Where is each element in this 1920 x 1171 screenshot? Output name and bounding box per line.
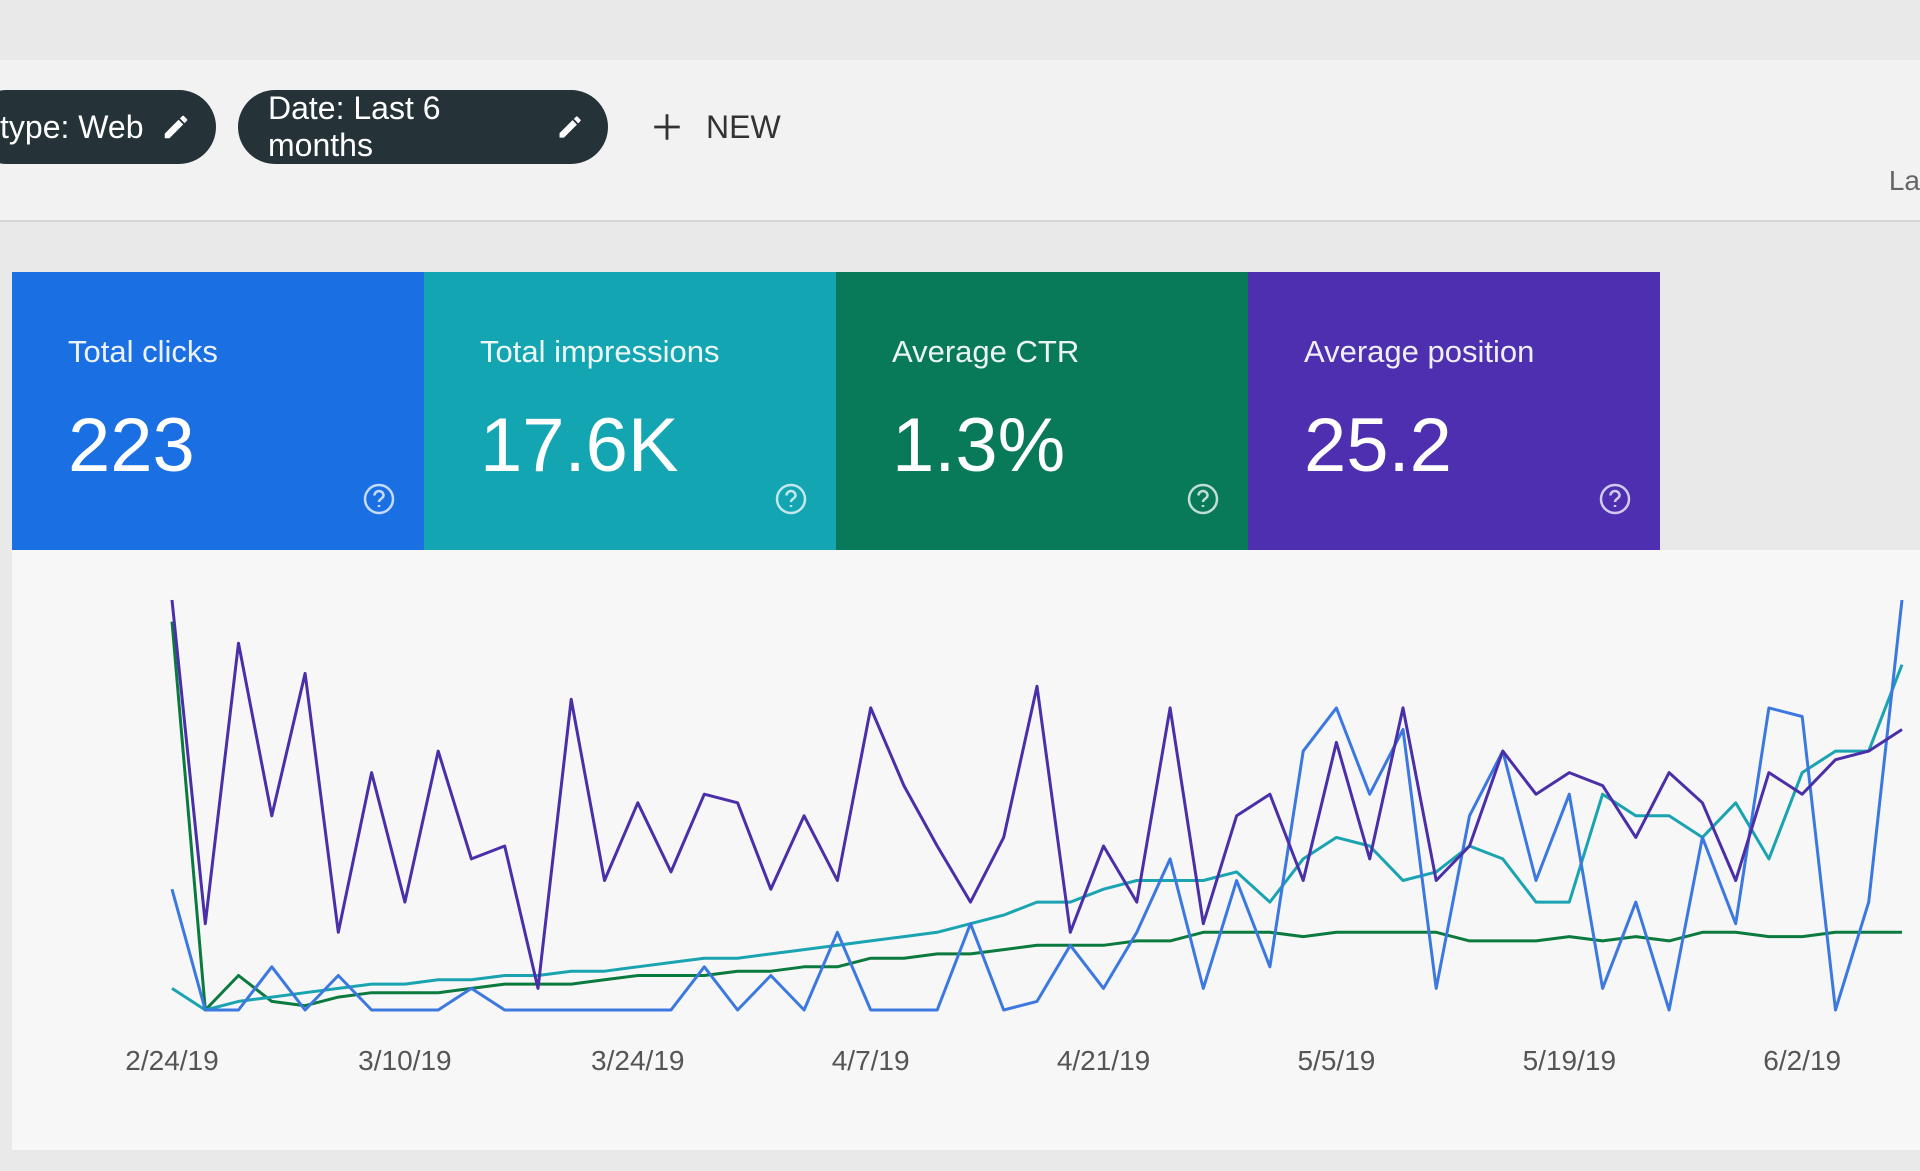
- series-line: [170, 621, 1902, 1012]
- help-circle: [363, 483, 395, 515]
- help-icon: [1599, 483, 1631, 515]
- metric-cards: Total clicks 223 Total impressions 17.6K Ave…: [12, 272, 1660, 550]
- x-tick-label: 5/19/19: [1523, 1045, 1616, 1076]
- edit-icon: [559, 116, 581, 138]
- x-tick-label: 3/24/19: [591, 1045, 684, 1076]
- new-filter-button[interactable]: NEW: [650, 90, 781, 164]
- filter-bar: type: Web Date: Last 6 months NEW La: [0, 60, 1920, 222]
- help-glyph: [1197, 489, 1209, 507]
- help-icon: [1187, 483, 1219, 515]
- plus-icon: [654, 114, 680, 140]
- x-tick-label: 2/24/19: [125, 1045, 218, 1076]
- x-tick-label: 4/21/19: [1057, 1045, 1150, 1076]
- metric-card[interactable]: Average CTR 1.3%: [836, 272, 1248, 550]
- help-glyph: [373, 489, 385, 507]
- x-tick-label: 5/5/19: [1297, 1045, 1375, 1076]
- metric-card[interactable]: Average position 25.2: [1248, 272, 1660, 550]
- metric-value: 1.3%: [892, 403, 1066, 488]
- metric-card[interactable]: Total clicks 223: [12, 272, 424, 550]
- help-circle: [1599, 483, 1631, 515]
- metric-card[interactable]: Total impressions 17.6K: [424, 272, 836, 550]
- metric-label: Total clicks: [68, 334, 218, 369]
- edit-icon: [165, 115, 188, 139]
- x-tick-label: 4/7/19: [832, 1045, 910, 1076]
- series-line: [170, 599, 1904, 1012]
- truncated-text: La: [1888, 165, 1920, 196]
- chip-text: type: Web: [0, 108, 144, 145]
- button-text: NEW: [706, 108, 781, 145]
- x-tick-label: 6/2/19: [1763, 1045, 1841, 1076]
- help-circle: [775, 483, 807, 515]
- help-icon: [775, 483, 807, 515]
- metric-label: Total impressions: [480, 334, 720, 369]
- metric-value: 223: [68, 403, 195, 488]
- chart-panel: 2/24/19 3/10/19 3/24/19 4/7/19 4/21/19 5/5/19…: [12, 550, 1920, 1150]
- metric-label: Average CTR: [892, 334, 1080, 369]
- filter-chip[interactable]: Date: Last 6 months: [238, 90, 608, 164]
- x-tick-label: 3/10/19: [358, 1045, 451, 1076]
- chart: 2/24/19 3/10/19 3/24/19 4/7/19 4/21/19 5/5/19…: [125, 599, 1904, 1076]
- metric-label: Average position: [1304, 334, 1535, 369]
- help-glyph: [1609, 489, 1621, 507]
- series-line: [170, 599, 1903, 990]
- filter-chip[interactable]: type: Web: [0, 90, 216, 164]
- help-icon: [363, 483, 395, 515]
- series-line: [171, 664, 1904, 1012]
- metric-value: 25.2: [1304, 403, 1452, 488]
- chip-text: Date: Last 6 months: [268, 90, 441, 163]
- help-glyph: [785, 489, 797, 507]
- help-circle: [1187, 483, 1219, 515]
- metric-value: 17.6K: [480, 403, 679, 488]
